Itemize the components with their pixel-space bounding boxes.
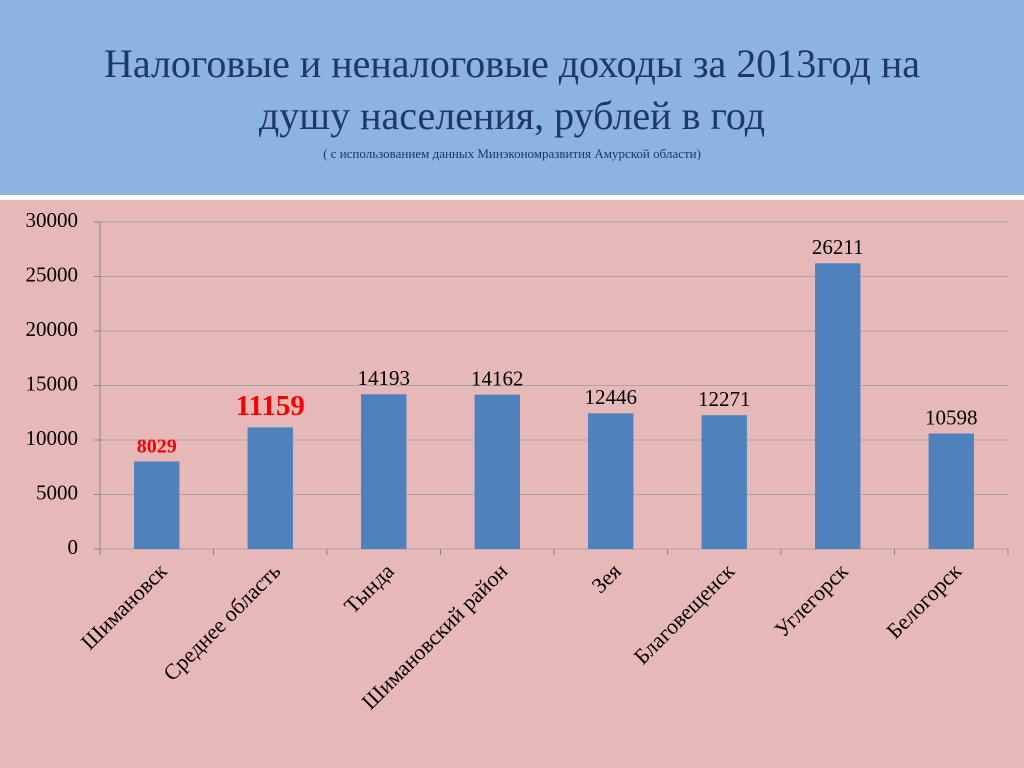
title-line: Налоговые и неналоговые доходы за 2013го… <box>104 41 920 86</box>
y-tick-label: 30000 <box>26 208 79 232</box>
header-divider <box>0 195 1024 200</box>
value-label: 12446 <box>585 385 638 409</box>
value-label: 8029 <box>137 436 177 458</box>
subtitle: ( с использованием данных Минэкономразви… <box>323 146 701 161</box>
y-tick-label: 0 <box>68 535 79 559</box>
bar <box>134 461 180 549</box>
y-tick-label: 15000 <box>26 371 79 395</box>
bar <box>928 433 974 549</box>
bar <box>474 394 520 549</box>
value-label: 26211 <box>812 235 864 259</box>
bar <box>815 263 861 549</box>
value-label: 10598 <box>925 405 978 429</box>
bar <box>361 394 407 549</box>
y-tick-label: 5000 <box>36 480 78 504</box>
title-line: душу населения, рублей в год <box>259 93 765 138</box>
y-tick-label: 25000 <box>26 262 79 286</box>
bar <box>588 413 634 549</box>
y-tick-label: 20000 <box>26 317 79 341</box>
y-tick-label: 10000 <box>26 426 79 450</box>
bar <box>701 415 747 549</box>
value-label: 12271 <box>698 387 751 411</box>
header-band <box>0 0 1024 195</box>
bar <box>247 427 293 549</box>
value-label: 14193 <box>358 366 411 390</box>
value-label: 11159 <box>236 390 305 422</box>
value-label: 14162 <box>471 366 524 390</box>
